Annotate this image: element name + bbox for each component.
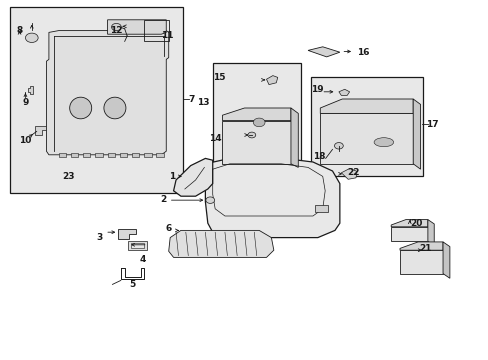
Circle shape xyxy=(253,118,264,127)
Polygon shape xyxy=(338,89,349,95)
Polygon shape xyxy=(427,220,433,246)
Ellipse shape xyxy=(373,138,393,147)
Bar xyxy=(156,153,163,157)
Bar xyxy=(132,153,139,157)
Bar xyxy=(10,7,183,193)
Polygon shape xyxy=(266,76,277,85)
Circle shape xyxy=(205,197,214,203)
Text: 4: 4 xyxy=(139,255,145,264)
Bar xyxy=(144,20,168,41)
Bar xyxy=(144,153,151,157)
Text: 3: 3 xyxy=(96,233,102,242)
Bar xyxy=(120,153,127,157)
Text: 17: 17 xyxy=(426,120,438,129)
Polygon shape xyxy=(46,31,168,155)
Bar xyxy=(59,153,66,157)
Polygon shape xyxy=(320,113,412,164)
Polygon shape xyxy=(28,86,33,94)
Polygon shape xyxy=(168,230,273,257)
Text: 13: 13 xyxy=(196,98,209,107)
Bar xyxy=(95,153,102,157)
Text: 1: 1 xyxy=(168,172,175,181)
Polygon shape xyxy=(290,108,298,167)
Polygon shape xyxy=(130,243,144,248)
Polygon shape xyxy=(341,168,356,179)
Polygon shape xyxy=(35,126,46,135)
Text: 5: 5 xyxy=(129,280,136,289)
Polygon shape xyxy=(205,158,339,238)
Text: 2: 2 xyxy=(160,195,166,204)
Text: 9: 9 xyxy=(22,98,29,107)
Polygon shape xyxy=(390,220,427,227)
Polygon shape xyxy=(399,250,442,274)
Text: 16: 16 xyxy=(356,48,369,57)
Text: 22: 22 xyxy=(346,168,359,177)
Circle shape xyxy=(334,143,343,149)
Bar xyxy=(310,77,422,176)
Polygon shape xyxy=(118,229,136,239)
Bar xyxy=(107,153,115,157)
Text: 6: 6 xyxy=(165,224,172,233)
Circle shape xyxy=(111,23,121,31)
Bar xyxy=(212,63,300,176)
Bar xyxy=(315,205,327,212)
Polygon shape xyxy=(128,241,146,250)
Polygon shape xyxy=(390,227,427,241)
Text: 18: 18 xyxy=(312,152,325,161)
Bar xyxy=(83,153,90,157)
Bar xyxy=(71,153,78,157)
Polygon shape xyxy=(307,47,339,57)
Text: 8: 8 xyxy=(17,26,22,35)
Text: 20: 20 xyxy=(409,219,421,228)
Ellipse shape xyxy=(69,97,92,119)
Text: 10: 10 xyxy=(19,136,32,145)
Polygon shape xyxy=(399,242,442,250)
Polygon shape xyxy=(107,20,166,34)
Text: 14: 14 xyxy=(208,134,221,143)
Polygon shape xyxy=(222,108,290,121)
Polygon shape xyxy=(173,158,212,196)
Polygon shape xyxy=(222,121,290,164)
Text: 15: 15 xyxy=(213,73,225,82)
Polygon shape xyxy=(320,99,412,113)
Text: 19: 19 xyxy=(310,85,323,94)
Text: 23: 23 xyxy=(62,172,75,181)
Text: 21: 21 xyxy=(419,244,431,253)
Text: 7: 7 xyxy=(188,94,194,104)
Text: 12: 12 xyxy=(110,26,122,35)
Polygon shape xyxy=(442,242,449,278)
Polygon shape xyxy=(412,99,420,169)
Text: 11: 11 xyxy=(161,31,174,40)
Ellipse shape xyxy=(103,97,125,119)
Circle shape xyxy=(247,132,255,138)
Circle shape xyxy=(25,33,38,42)
